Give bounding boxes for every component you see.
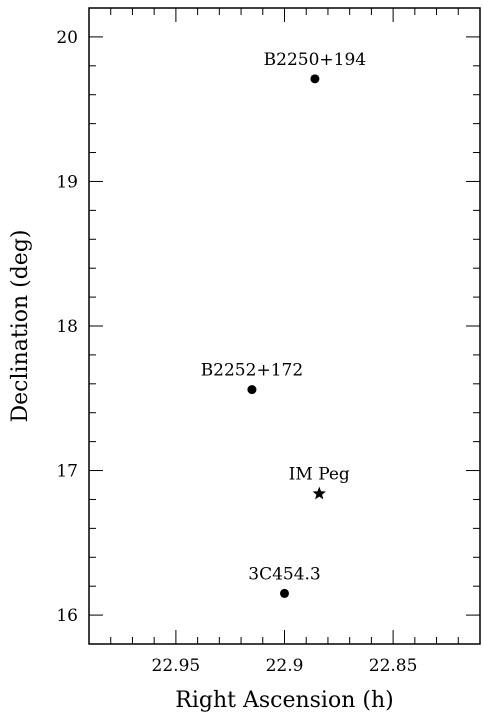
point-label: B2250+194 <box>264 50 366 70</box>
point-marker <box>247 385 257 395</box>
tick-labels: 22.95 22.9 22.85 16 17 18 19 20 <box>56 28 417 676</box>
x-tick-label: 22.95 <box>152 656 201 676</box>
y-tick-label: 16 <box>56 606 78 626</box>
y-tick-label: 18 <box>56 317 78 337</box>
star-marker <box>312 486 326 500</box>
y-tick-label: 20 <box>56 28 78 48</box>
y-axis-label: Declination (deg) <box>8 230 33 423</box>
y-tick-label: 19 <box>56 172 78 192</box>
point-marker <box>310 74 320 84</box>
data-points: B2250+194 B2252+172 IM Peg 3C454.3 <box>201 50 366 598</box>
ticks <box>88 7 480 645</box>
y-tick-label: 17 <box>56 462 78 482</box>
point-marker <box>280 588 289 598</box>
x-tick-label: 22.9 <box>266 656 304 676</box>
x-tick-label: 22.85 <box>369 656 418 676</box>
plot-frame <box>88 7 481 645</box>
point-label: IM Peg <box>289 465 350 485</box>
x-axis-label: Right Ascension (h) <box>175 688 393 713</box>
point-label: B2252+172 <box>201 361 303 381</box>
point-label: 3C454.3 <box>248 564 321 584</box>
